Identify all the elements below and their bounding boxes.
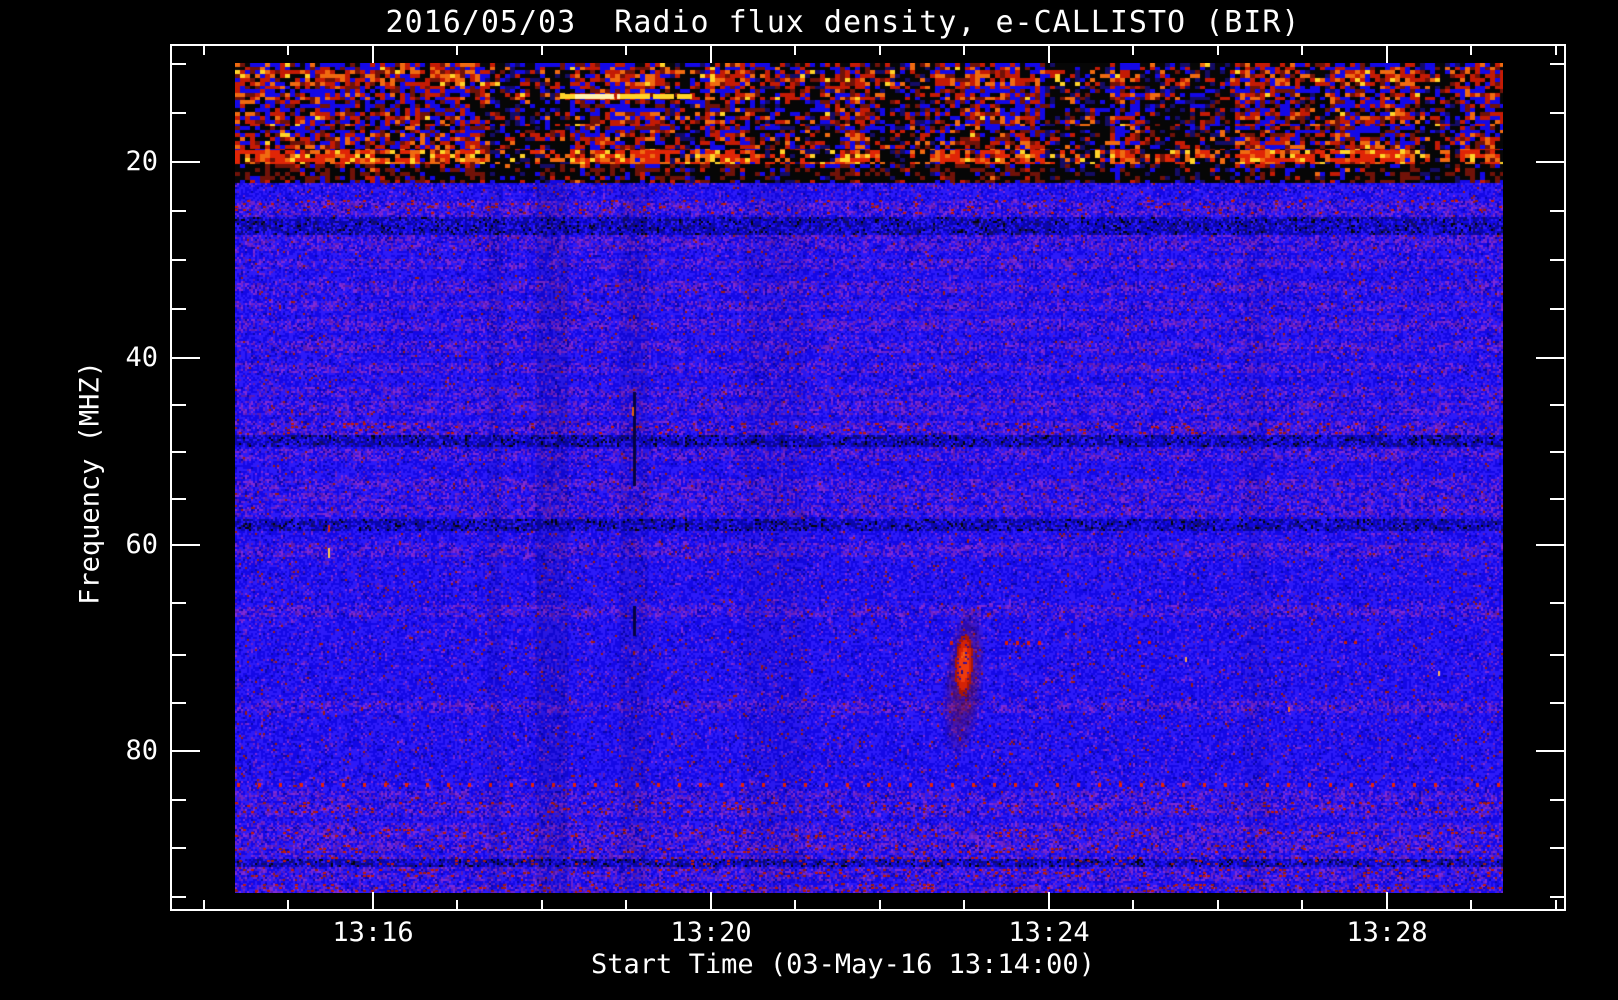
axis-tick <box>1217 46 1219 55</box>
axis-tick <box>1217 900 1219 909</box>
axis-tick <box>172 404 186 406</box>
axis-tick <box>172 112 186 114</box>
axis-tick <box>172 799 186 801</box>
axis-tick <box>172 259 186 261</box>
y-tick-label: 80 <box>125 735 158 766</box>
axis-tick <box>541 46 543 55</box>
axis-tick <box>625 46 627 55</box>
spectrogram-canvas <box>235 63 1503 893</box>
axis-tick <box>456 46 458 55</box>
axis-tick <box>203 46 205 55</box>
axis-tick <box>1536 544 1564 546</box>
axis-tick <box>1550 702 1564 704</box>
y-tick-label: 60 <box>125 529 158 560</box>
axis-tick <box>1555 46 1557 55</box>
axis-tick <box>1550 498 1564 500</box>
axis-tick <box>287 900 289 909</box>
axis-tick <box>172 63 186 65</box>
axis-tick <box>1550 210 1564 212</box>
axis-tick <box>1536 750 1564 752</box>
axis-tick <box>1536 357 1564 359</box>
y-tick-label: 20 <box>125 146 158 177</box>
axis-tick <box>1550 259 1564 261</box>
x-tick-label: 13:28 <box>1346 917 1428 948</box>
axis-tick <box>1132 46 1134 55</box>
axis-tick <box>963 46 965 55</box>
y-tick-label: 40 <box>125 342 158 373</box>
axis-tick <box>794 46 796 55</box>
chart-title: 2016/05/03 Radio flux density, e-CALLIST… <box>385 5 1301 40</box>
axis-tick <box>1132 900 1134 909</box>
axis-tick <box>372 892 374 909</box>
axis-tick <box>1301 900 1303 909</box>
axis-tick <box>456 900 458 909</box>
axis-tick <box>1536 161 1564 163</box>
axis-tick <box>1550 896 1564 898</box>
y-axis-title: Frequency (MHZ) <box>74 361 106 605</box>
axis-tick <box>1550 404 1564 406</box>
axis-tick <box>172 602 186 604</box>
axis-tick <box>963 900 965 909</box>
axis-tick <box>710 892 712 909</box>
axis-tick <box>879 46 881 55</box>
axis-tick <box>541 900 543 909</box>
axis-tick <box>172 357 200 359</box>
axis-tick <box>1550 112 1564 114</box>
axis-tick <box>172 544 200 546</box>
axis-tick <box>172 498 186 500</box>
axis-tick <box>172 702 186 704</box>
axis-tick <box>794 900 796 909</box>
x-tick-label: 13:24 <box>1008 917 1090 948</box>
axis-tick <box>1470 900 1472 909</box>
axis-tick <box>172 161 200 163</box>
axis-tick <box>1550 308 1564 310</box>
axis-tick <box>1550 63 1564 65</box>
axis-tick <box>172 654 186 656</box>
axis-tick <box>879 900 881 909</box>
axis-tick <box>372 46 374 63</box>
x-tick-label: 13:16 <box>332 917 414 948</box>
axis-tick <box>172 308 186 310</box>
axis-tick <box>172 210 186 212</box>
axis-tick <box>1386 892 1388 909</box>
axis-tick <box>287 46 289 55</box>
axis-tick <box>203 900 205 909</box>
axis-tick <box>1550 654 1564 656</box>
axis-tick <box>1048 46 1050 63</box>
axis-tick <box>1550 847 1564 849</box>
x-tick-label: 13:20 <box>670 917 752 948</box>
axis-tick <box>1550 451 1564 453</box>
axis-tick <box>1550 602 1564 604</box>
axis-tick <box>172 750 200 752</box>
axis-tick <box>1301 46 1303 55</box>
axis-tick <box>1386 46 1388 63</box>
axis-tick <box>1555 900 1557 909</box>
axis-tick <box>1048 892 1050 909</box>
axis-tick <box>172 847 186 849</box>
axis-tick <box>1470 46 1472 55</box>
axis-tick <box>172 896 186 898</box>
axis-tick <box>172 451 186 453</box>
axis-tick <box>625 900 627 909</box>
x-axis-title: Start Time (03-May-16 13:14:00) <box>591 949 1095 980</box>
axis-tick <box>1550 799 1564 801</box>
axis-tick <box>710 46 712 63</box>
